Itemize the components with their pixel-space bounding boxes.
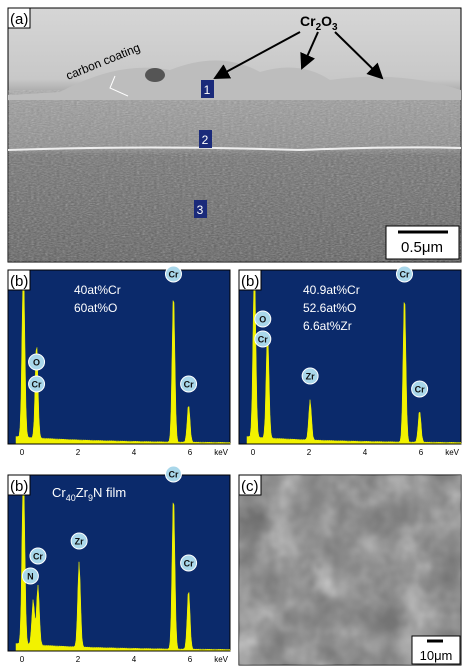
peak-label: Cr <box>168 270 178 280</box>
x-unit: keV <box>214 655 228 664</box>
x-tick-label: 0 <box>20 448 25 457</box>
svg-text:2: 2 <box>202 133 209 147</box>
panel-label: (c) <box>241 478 259 495</box>
panel-label: (b) <box>10 273 28 290</box>
x-tick-label: 6 <box>419 448 424 457</box>
svg-text:3: 3 <box>197 203 204 217</box>
peak-label: Cr <box>184 380 194 390</box>
composition: 52.6at%O <box>303 301 356 315</box>
peak-label: O <box>33 358 40 368</box>
peak-label: Cr <box>168 470 178 480</box>
panel-a: (a) Cr2O3 carbon coating 1 2 3 0.5μm <box>8 8 461 262</box>
peak-label: Cr <box>32 380 42 390</box>
peak-label: N <box>27 572 34 582</box>
peak-label: Zr <box>75 537 84 547</box>
x-axis-strip <box>8 444 230 458</box>
composition-part: N film <box>93 485 126 500</box>
x-tick-label: 4 <box>132 448 137 457</box>
figure: (a) Cr2O3 carbon coating 1 2 3 0.5μm (c)… <box>0 0 462 667</box>
x-tick-label: 0 <box>251 448 256 457</box>
x-tick-label: 4 <box>132 655 137 664</box>
x-axis-strip <box>239 444 461 458</box>
x-unit: keV <box>445 448 459 457</box>
composition-part: Cr <box>52 485 66 500</box>
x-tick-label: 0 <box>20 655 25 664</box>
x-tick-label: 2 <box>76 448 81 457</box>
scale-bar-label: 0.5μm <box>401 239 443 256</box>
composition-part: Zr <box>76 485 89 500</box>
panel-c: (c) 10μm <box>239 475 461 665</box>
peak-label: Cr <box>258 335 268 345</box>
spectrum-panel: 0 2 4 6 keV O Cr Zr Cr Cr (b) 40.9at%Cr 52.6at%O 6.6a… <box>239 266 461 458</box>
peak-label: Zr <box>306 372 315 382</box>
x-tick-label: 6 <box>188 448 193 457</box>
composition: 40.9at%Cr <box>303 283 360 297</box>
scale-bar-label: 10μm <box>420 648 453 663</box>
x-axis-strip <box>8 651 230 665</box>
panel-label: (b) <box>10 478 28 495</box>
composition: 6.6at%Zr <box>303 319 352 333</box>
peak-label: Cr <box>399 270 409 280</box>
panel-label: (a) <box>10 11 28 28</box>
panel-label: (b) <box>241 273 259 290</box>
x-tick-label: 4 <box>363 448 368 457</box>
peak-label: Cr <box>184 559 194 569</box>
x-unit: keV <box>214 448 228 457</box>
x-tick-label: 2 <box>76 655 81 664</box>
svg-text:1: 1 <box>204 83 211 97</box>
peak-label: Cr <box>33 552 43 562</box>
x-tick-label: 6 <box>188 655 193 664</box>
spectrum-panel: 0 2 4 6 keV Cr O Cr Cr (b) 40at%Cr 60at%O <box>8 266 230 458</box>
composition-part: 40 <box>66 493 76 503</box>
peak-label: Cr <box>415 385 425 395</box>
composition: 60at%O <box>74 301 117 315</box>
peak-label: O <box>259 315 266 325</box>
composition: 40at%Cr <box>74 283 121 297</box>
x-tick-label: 2 <box>307 448 312 457</box>
